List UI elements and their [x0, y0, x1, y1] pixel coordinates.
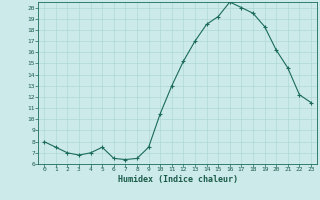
X-axis label: Humidex (Indice chaleur): Humidex (Indice chaleur)	[118, 175, 238, 184]
